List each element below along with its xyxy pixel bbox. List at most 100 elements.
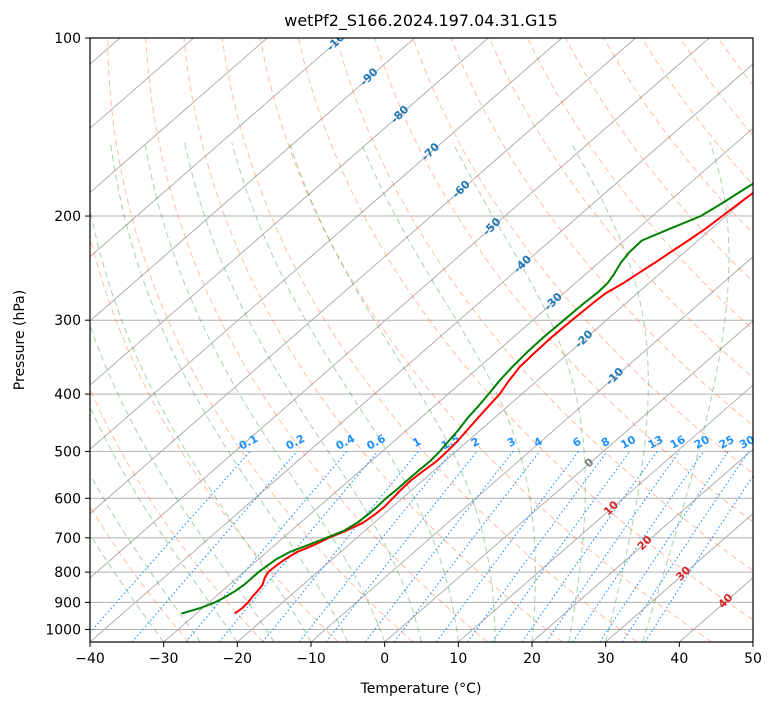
isotherm-line (605, 512, 753, 642)
mixing-ratio-line (621, 451, 750, 642)
y-tick-label: 800 (54, 565, 81, 581)
y-tick-label: 900 (54, 595, 81, 611)
mixing-ratio-label: 20 (692, 433, 712, 452)
reference-line-labels: 0.1 0.2 0.4 0.6 1 1.5 2 3 4 6 8 10 13 16 20 25 30 36-100-… (237, 38, 775, 611)
plot-area: 0.1 0.2 0.4 0.6 1 1.5 2 3 4 6 8 10 13 16 20 25 30 36-100-… (90, 38, 775, 642)
mixing-ratio-label: 13 (646, 433, 666, 452)
mixing-ratio-label: 1 (410, 435, 423, 450)
moist-adiabat (642, 142, 730, 642)
mixing-ratio-label: 0.4 (334, 432, 358, 453)
x-tick-label: 50 (744, 651, 762, 667)
x-tick-label: −20 (223, 651, 253, 667)
pressure-grid (90, 38, 753, 630)
mixing-ratio-label: 36 (758, 433, 775, 452)
temperature-profile-line (234, 191, 753, 615)
moist-adiabat (90, 324, 275, 642)
mixing-ratio-label: 0.2 (284, 432, 307, 453)
isotherm-line (90, 38, 710, 579)
y-tick-label: 700 (54, 531, 81, 547)
mixing-ratio-label: 25 (717, 433, 737, 452)
isotherm-lines (90, 38, 753, 642)
mixing-ratio-label: 6 (571, 435, 584, 450)
x-tick-label: 0 (380, 651, 389, 667)
mixing-ratio-label: 8 (599, 435, 612, 450)
mixing-ratio-line (572, 451, 705, 642)
y-axis-label: Pressure (hPa) (12, 290, 28, 390)
mixing-ratio-line (218, 451, 379, 642)
y-tick-label: 200 (54, 209, 81, 225)
mixing-ratio-line (185, 451, 348, 642)
isotherm-line (90, 38, 342, 258)
dry-adiabat (221, 38, 638, 642)
dry-adiabat (488, 38, 753, 379)
isotherm-line (90, 38, 268, 194)
y-tick-label: 300 (54, 313, 81, 329)
y-tick-label: 100 (54, 31, 81, 47)
dry-adiabat (679, 38, 753, 137)
dry-adiabat (90, 387, 264, 642)
mixing-ratio-lines (90, 451, 753, 642)
mixing-ratio-line (393, 451, 541, 642)
isotherm-line (384, 320, 753, 642)
moist-adiabat (231, 142, 459, 642)
isotherm-line (458, 384, 753, 642)
chart-title: wetPf2_S166.2024.197.04.31.G15 (284, 11, 558, 31)
mixing-ratio-line (298, 451, 453, 642)
dry-adiabat (450, 38, 753, 427)
mixing-ratio-label: 30 (737, 433, 757, 452)
isotherm-line (90, 38, 194, 129)
mixing-ratio-line (521, 451, 658, 642)
isotherm-line (90, 38, 636, 515)
moist-adiabat (110, 142, 349, 642)
dry-adiabat (374, 38, 753, 523)
dry-adiabat (297, 38, 753, 621)
dewpoint-profile-line (181, 182, 753, 615)
sounding-profiles (181, 182, 753, 615)
isotherm-line (531, 448, 753, 642)
x-tick-label: −30 (149, 651, 179, 667)
mixing-ratio-line (435, 451, 580, 642)
x-tick-label: −40 (75, 651, 105, 667)
moist-adiabat (90, 533, 165, 642)
y-tick-label: 1000 (45, 622, 81, 638)
moist-adiabat (452, 141, 586, 642)
moist-adiabat (360, 142, 536, 642)
mixing-ratio-line (90, 451, 251, 634)
dry-adiabat (603, 38, 753, 235)
y-tick-label: 400 (54, 387, 81, 403)
isotherm-line (163, 127, 753, 642)
dry-adiabat (641, 38, 753, 186)
moist-adiabat (144, 142, 386, 642)
mixing-ratio-line (262, 451, 419, 642)
mixing-ratio-line (467, 451, 608, 642)
x-tick-label: 20 (523, 651, 541, 667)
isotherm-line (90, 38, 489, 386)
y-tick-label: 500 (54, 444, 81, 460)
moist-adiabat-lines (90, 141, 730, 642)
x-tick-label: −10 (296, 651, 326, 667)
dry-adiabat (90, 505, 190, 642)
dry-adiabat (336, 38, 753, 572)
isotherm-line (90, 38, 563, 451)
dry-adiabat (756, 38, 775, 642)
moist-adiabat (184, 142, 422, 642)
isotherm-line (90, 38, 415, 322)
y-tick-label: 600 (54, 491, 81, 507)
mixing-ratio-label: 0.1 (237, 432, 260, 453)
mixing-ratio-line (599, 451, 729, 642)
mixing-ratio-label: 10 (618, 433, 638, 452)
dry-adiabat (145, 38, 488, 642)
moist-adiabat (570, 141, 649, 642)
x-tick-label: 40 (670, 651, 688, 667)
isotherm-line (237, 191, 753, 642)
dry-adiabat (107, 38, 414, 642)
mixing-ratio-line (545, 451, 680, 642)
dry-adiabat-lines (90, 38, 775, 642)
isotherm-line (310, 256, 753, 642)
moist-adiabat (90, 473, 201, 642)
isotherm-line (90, 63, 753, 642)
mixing-ratio-line (491, 451, 631, 642)
plot-frame (89, 37, 754, 643)
axis-ticks: −40 −30 −20 −10 0 10 20 30 40 5010020030040050060… (45, 31, 762, 667)
